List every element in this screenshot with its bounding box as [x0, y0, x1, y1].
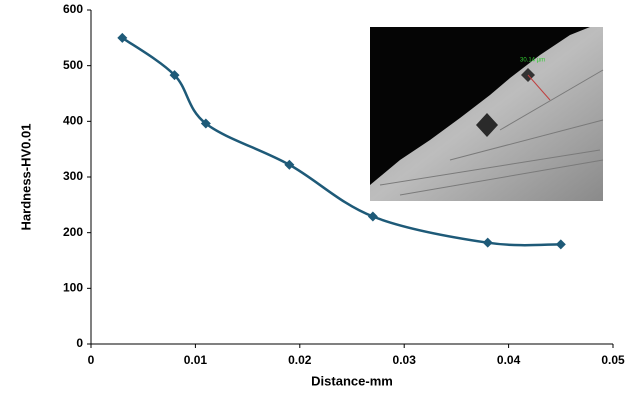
inset-texture: [379, 69, 604, 196]
inset-label: 30.14 µm: [520, 58, 545, 64]
y-tick-label: 300: [63, 169, 83, 183]
marker: [482, 237, 493, 248]
inset-micrograph: 30.14 µm: [370, 27, 604, 201]
y-tick-label: 200: [63, 225, 83, 239]
x-tick-label: 0: [88, 353, 95, 367]
inset-indent: [476, 113, 498, 137]
x-tick-label: 0.03: [393, 353, 417, 367]
y-tick-label: 400: [63, 114, 83, 128]
marker: [284, 159, 295, 170]
inset-measure: [527, 74, 551, 101]
x-tick-label: 0.05: [601, 353, 625, 367]
marker: [555, 239, 566, 250]
x-axis-title: Distance-mm: [311, 373, 393, 388]
y-tick-label: 600: [63, 2, 83, 16]
x-tick-label: 0.04: [497, 353, 521, 367]
y-tick-label: 100: [63, 281, 83, 295]
marker: [200, 118, 211, 129]
marker: [169, 70, 180, 81]
x-tick-label: 0.02: [288, 353, 312, 367]
y-tick-label: 0: [76, 336, 83, 350]
y-axis-title: Hardness-HV0.01: [18, 124, 33, 231]
marker: [367, 211, 378, 222]
x-tick-label: 0.01: [184, 353, 208, 367]
y-tick-label: 500: [63, 58, 83, 72]
marker: [117, 32, 128, 43]
